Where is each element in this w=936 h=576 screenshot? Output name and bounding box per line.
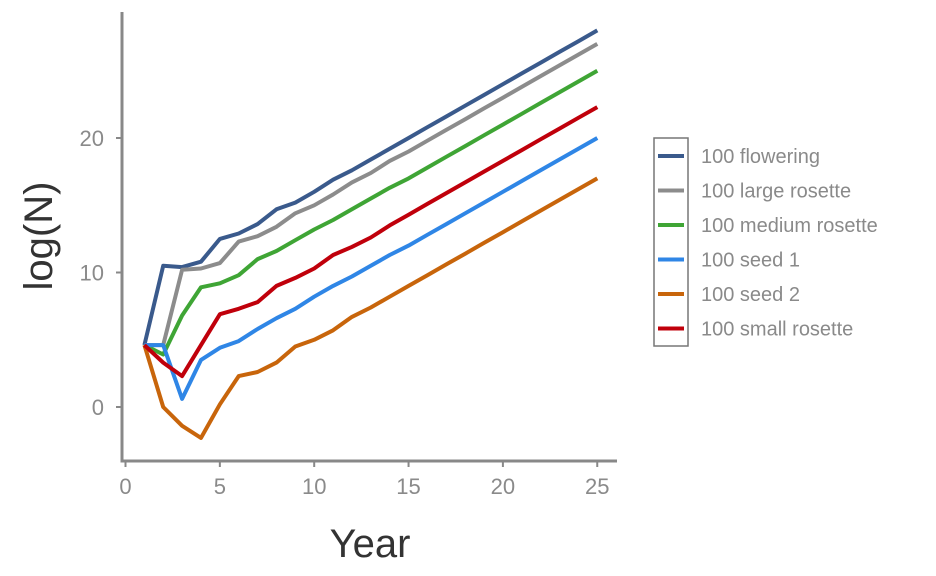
x-tick-label: 0 [119,474,131,499]
series-line-1 [144,42,599,348]
legend-box [653,137,689,347]
y-ticks: 0 10 20 [80,126,122,420]
y-axis-title: log(N) [17,182,61,291]
legend-label: 100 seed 1 [701,250,800,272]
x-axis-title: Year [330,522,411,566]
x-tick-label: 15 [396,474,420,499]
y-tick-label: 0 [92,395,104,420]
series-line-0 [142,28,599,346]
series-line-5 [143,105,599,379]
legend-label: 100 seed 2 [701,284,800,306]
legend-label: 100 flowering [701,146,820,168]
series-line-4 [142,176,599,440]
legend-label: 100 medium rosette [701,215,878,237]
series-line-2 [143,69,599,357]
plot-area [142,28,599,440]
y-tick-label: 10 [80,261,104,286]
x-ticks: 0 5 10 15 20 25 [119,461,609,499]
y-tick-label: 20 [80,126,104,151]
series-line-3 [144,136,599,401]
axes [120,12,617,463]
x-tick-label: 10 [302,474,326,499]
legend-label: 100 small rosette [701,319,853,341]
x-tick-label: 20 [491,474,515,499]
legend: 100 flowering 100 large rosette 100 medium… [653,137,878,347]
legend-label: 100 large rosette [701,181,851,203]
x-tick-label: 25 [585,474,609,499]
x-tick-label: 5 [214,474,226,499]
